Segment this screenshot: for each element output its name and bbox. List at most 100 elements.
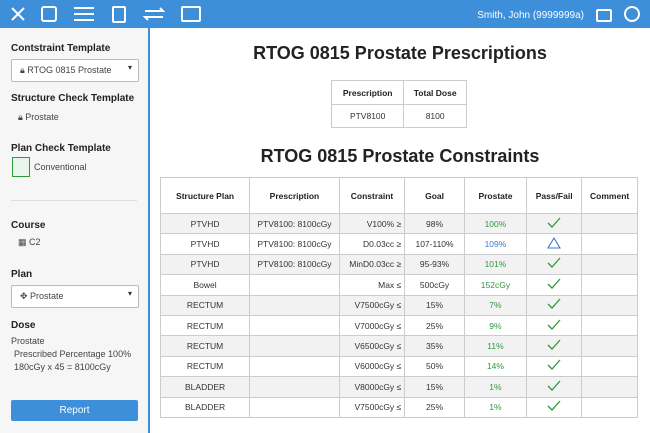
- toolbar: Smith, John (9999999a): [0, 0, 650, 28]
- dose-line: 180cGy x 45 = 8100cGy: [14, 362, 111, 372]
- column-header: Prescription: [330, 80, 405, 105]
- field-label: Course: [11, 220, 46, 231]
- row: BLADDER V8000cGy ≤15% 1%: [159, 376, 638, 398]
- cell: RECTUM: [159, 335, 251, 357]
- dropdown-value: 🔒︎ RTOG 0815 Prostate: [20, 65, 112, 75]
- text: RTOG 0815 Prostate: [27, 65, 112, 75]
- pass-fail-cell: [526, 355, 583, 378]
- cell: RECTUM: [159, 314, 251, 337]
- pass-fail-cell: [526, 396, 583, 418]
- cell: 15%: [404, 376, 465, 398]
- cell: [249, 355, 340, 378]
- close-icon[interactable]: [11, 7, 25, 21]
- field-label: Plan: [11, 269, 33, 280]
- field-label: Structure Check Template: [11, 93, 135, 104]
- cell: 15%: [404, 294, 465, 316]
- comment-cell: [581, 355, 638, 378]
- pass-icon: [547, 400, 561, 412]
- cell: PTV8100: 8100cGy: [249, 253, 340, 276]
- cell: PTVHD: [159, 233, 251, 255]
- comment-cell: [581, 294, 638, 316]
- pass-fail-cell: [526, 294, 583, 316]
- column-header: Constraint: [338, 177, 406, 214]
- text: C2: [29, 237, 41, 247]
- cell: [249, 335, 340, 357]
- cell: 50%: [404, 355, 465, 378]
- row: PTVHD PTV8100: 8100cGy MinD0.03cc ≥95-93% 1…: [159, 253, 638, 276]
- cell: V7500cGy ≤: [338, 294, 406, 316]
- pass-fail-cell: [526, 376, 583, 398]
- caret: ▾: [127, 63, 132, 72]
- pass-icon: [547, 217, 561, 228]
- dropdown-value: ✥ Prostate: [20, 291, 64, 301]
- column-header: Comment: [581, 177, 638, 214]
- cell: MinD0.03cc ≥: [338, 253, 406, 276]
- cell: RECTUM: [159, 355, 251, 378]
- cell: [249, 314, 340, 337]
- cell: 101%: [463, 253, 528, 276]
- comment-cell: [581, 396, 638, 418]
- cell: PTV8100: 8100cGy: [249, 212, 340, 235]
- pass-icon: [547, 319, 561, 330]
- comment-cell: [581, 253, 638, 276]
- cell: 152cGy: [463, 274, 528, 296]
- row: BLADDER V7500cGy ≤25% 1%: [159, 396, 638, 418]
- pass-fail-cell: [526, 335, 583, 357]
- briefcase-icon[interactable]: [596, 9, 612, 22]
- plan-check-icon: [12, 157, 30, 177]
- pass-icon: [547, 278, 561, 289]
- prescriptions-table: Prescription Total Dose PTV8100 8100: [330, 80, 467, 128]
- column-header: Prescription: [249, 177, 340, 214]
- row: RECTUM V6500cGy ≤35% 11%: [159, 335, 638, 357]
- menu-icon[interactable]: [74, 7, 94, 21]
- column-header: Structure Plan: [159, 177, 251, 214]
- comment-cell: [581, 335, 638, 357]
- cell: V7000cGy ≤: [338, 314, 406, 337]
- cell: PTVHD: [159, 212, 251, 235]
- row: RECTUM V6000cGy ≤50% 14%: [159, 355, 638, 378]
- dose-line: Prescribed Percentage 100%: [14, 349, 132, 359]
- dropdown[interactable]: 🔒︎ RTOG 0815 Prostate ▾: [11, 59, 139, 82]
- pass-icon: [547, 339, 561, 350]
- cell: 14%: [463, 355, 528, 378]
- list-icon[interactable]: [181, 6, 201, 22]
- pass-icon: [547, 359, 561, 371]
- user-name: Smith, John (9999999a): [477, 10, 584, 21]
- save-icon[interactable]: [41, 6, 57, 22]
- cell: 95-93%: [404, 253, 465, 276]
- constraints-table: Structure Plan Prescription Constraint Goal…: [159, 177, 638, 418]
- header-row: Prescription Total Dose: [330, 80, 467, 105]
- cell: V7500cGy ≤: [338, 396, 406, 418]
- sidebar: Contstraint Template 🔒︎ RTOG 0815 Prosta…: [0, 28, 150, 433]
- field-label: Dose: [11, 320, 36, 331]
- cell: 9%: [463, 314, 528, 337]
- table-body: PTVHD PTV8100: 8100cGy V100% ≥98% 100% PTVHD…: [159, 212, 638, 418]
- info-icon[interactable]: [624, 6, 640, 22]
- cell: 25%: [404, 396, 465, 418]
- header-row: Structure Plan Prescription Constraint Goal…: [159, 177, 638, 214]
- swap-icon[interactable]: [142, 7, 166, 21]
- section-title: RTOG 0815 Prostate Prescriptions: [253, 43, 547, 63]
- cell: RECTUM: [159, 294, 251, 316]
- cell: 1%: [463, 376, 528, 398]
- column-header: Total Dose: [403, 80, 467, 105]
- cell: [249, 294, 340, 316]
- column-header: Goal: [404, 177, 465, 214]
- cell: 109%: [463, 233, 528, 255]
- row: PTV8100 8100: [330, 104, 467, 128]
- field-label: Contstraint Template: [11, 43, 111, 54]
- cell: Bowel: [159, 274, 251, 296]
- cell: 11%: [463, 335, 528, 357]
- text: Prostate: [25, 112, 59, 122]
- pass-fail-cell: [526, 253, 583, 276]
- cell: V6500cGy ≤: [338, 335, 406, 357]
- cell: PTV8100: [330, 104, 405, 128]
- dropdown[interactable]: ✥ Prostate ▾: [11, 285, 139, 308]
- cell: 35%: [404, 335, 465, 357]
- cell: 107-110%: [404, 233, 465, 255]
- clipboard-icon[interactable]: [112, 6, 126, 23]
- report-button[interactable]: Report: [11, 400, 138, 421]
- cell: 7%: [463, 294, 528, 316]
- cell: [249, 274, 340, 296]
